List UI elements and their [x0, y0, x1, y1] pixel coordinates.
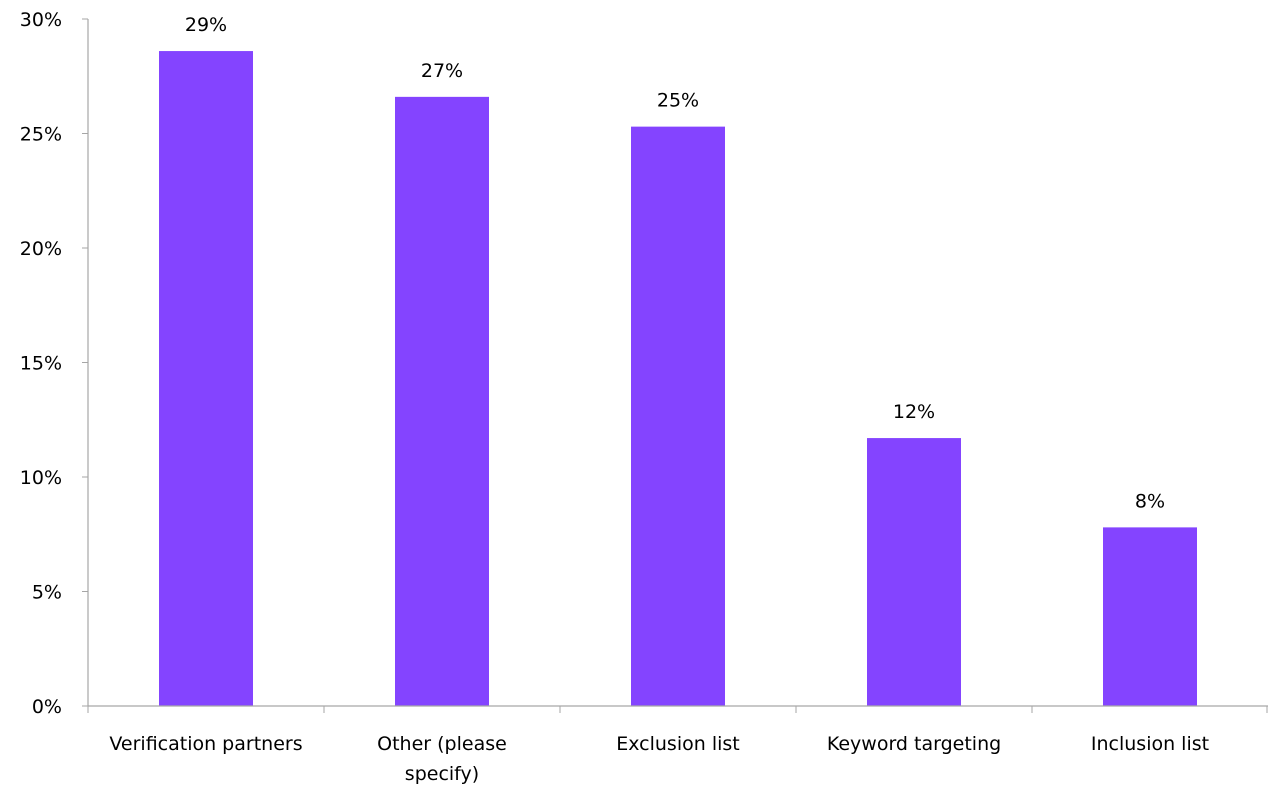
bar	[159, 51, 253, 707]
bar	[395, 96, 489, 707]
x-tick-label: specify)	[405, 763, 479, 785]
y-tick-label: 15%	[20, 353, 62, 375]
data-label: 8%	[1135, 490, 1165, 512]
axes	[87, 19, 1268, 713]
data-label: 25%	[657, 90, 699, 112]
x-tick-label: Other (please	[377, 733, 507, 755]
bar	[1103, 527, 1197, 706]
data-label: 29%	[185, 14, 227, 36]
data-label: 12%	[893, 401, 935, 423]
y-tick-label: 25%	[20, 124, 62, 146]
x-tick-label: Verification partners	[109, 733, 302, 755]
bars	[159, 51, 1197, 707]
data-labels: 29% 27% 25% 12% 8%	[185, 14, 1165, 512]
x-tick-label: Inclusion list	[1091, 733, 1209, 755]
y-tick-label: 0%	[32, 696, 62, 718]
y-axis-ticks: 0% 5% 10% 15% 20% 25% 30%	[20, 9, 88, 718]
y-tick-label: 5%	[32, 582, 62, 604]
data-label: 27%	[421, 60, 463, 82]
y-tick-label: 20%	[20, 238, 62, 260]
y-tick-label: 30%	[20, 9, 62, 31]
x-tick-label: Exclusion list	[616, 733, 739, 755]
y-tick-label: 10%	[20, 467, 62, 489]
bar	[867, 438, 961, 706]
x-axis-labels: Verification partners Other (please specif…	[109, 733, 1209, 785]
bar	[631, 126, 725, 706]
x-tick-label: Keyword targeting	[827, 733, 1001, 755]
